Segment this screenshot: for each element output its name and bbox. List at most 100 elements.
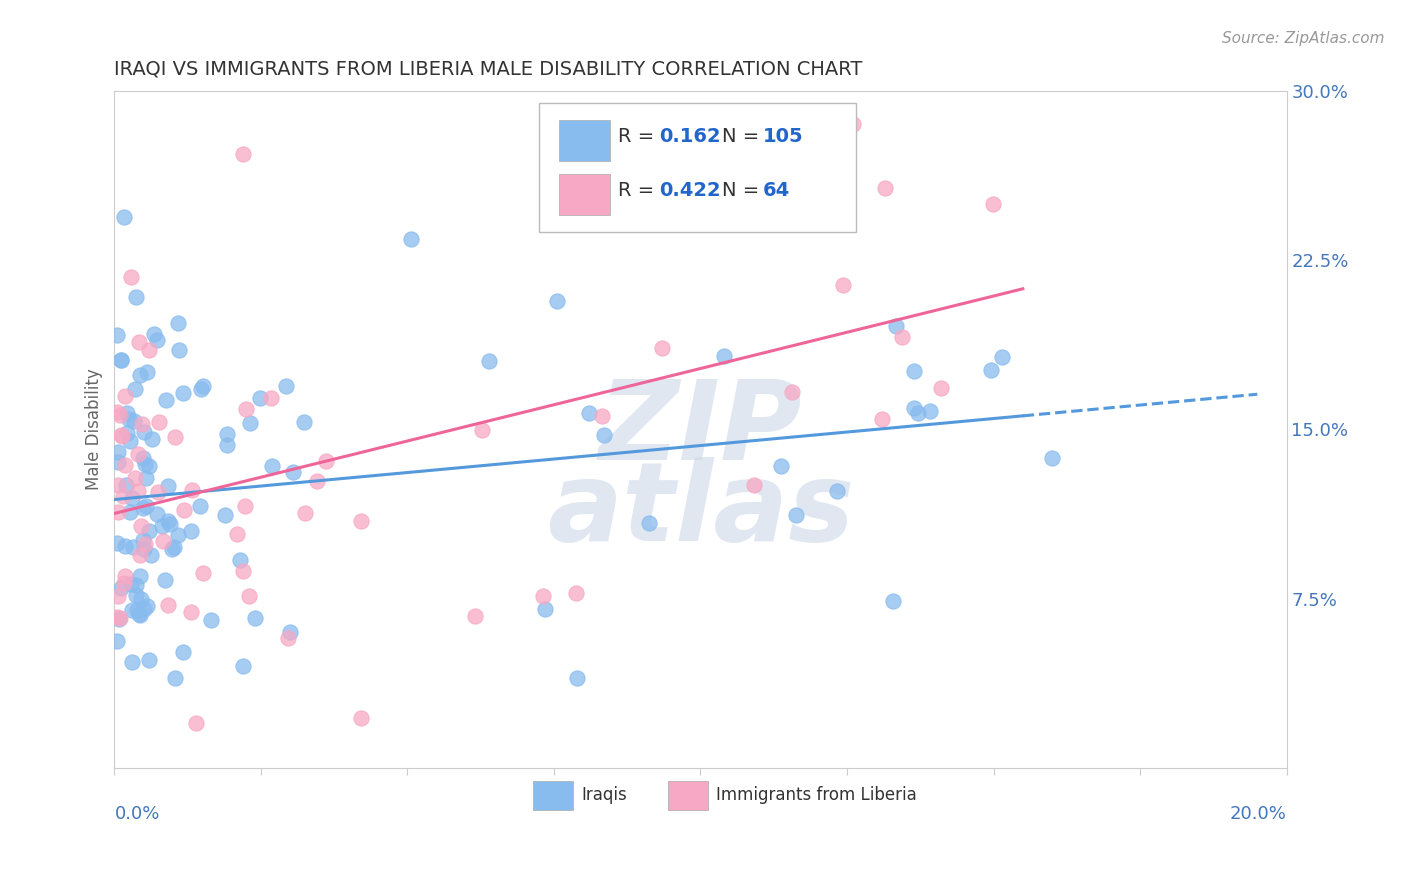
Text: R =: R = [619, 127, 661, 146]
Point [118, 412, 141, 426]
Point [163, 430, 186, 444]
Point [131, 591, 153, 606]
Point [742, 478, 765, 492]
Point [108, 408, 131, 422]
Point [131, 417, 153, 431]
FancyBboxPatch shape [668, 780, 707, 810]
Point [127, 447, 149, 461]
Point [145, 333, 167, 347]
Point [105, 535, 128, 549]
Point [534, 602, 557, 616]
Point [981, 196, 1004, 211]
Point [124, 382, 146, 396]
Point [114, 539, 136, 553]
Point [131, 451, 153, 466]
Point [980, 363, 1002, 377]
Point [132, 542, 155, 557]
Point [110, 581, 132, 595]
Point [238, 589, 260, 603]
Point [769, 458, 792, 473]
Point [929, 381, 952, 395]
Point [903, 364, 925, 378]
Y-axis label: Male Disability: Male Disability [86, 368, 103, 491]
Point [832, 277, 855, 292]
Point [565, 671, 588, 685]
FancyBboxPatch shape [558, 120, 610, 161]
Point [564, 585, 586, 599]
Point [107, 444, 129, 458]
Point [146, 484, 169, 499]
Point [134, 601, 156, 615]
Point [215, 426, 238, 441]
Point [125, 577, 148, 591]
Text: 0.0%: 0.0% [114, 805, 160, 823]
Point [350, 514, 373, 528]
Point [146, 507, 169, 521]
Text: 105: 105 [762, 127, 803, 146]
Point [349, 711, 371, 725]
Text: atlas: atlas [547, 458, 855, 564]
FancyBboxPatch shape [533, 780, 572, 810]
Point [166, 316, 188, 330]
Point [190, 382, 212, 396]
Point [108, 610, 131, 624]
Point [111, 489, 134, 503]
Point [110, 429, 132, 443]
Point [153, 574, 176, 588]
Point [163, 671, 186, 685]
Point [131, 533, 153, 547]
Point [125, 603, 148, 617]
Point [110, 353, 132, 368]
Point [135, 499, 157, 513]
Point [107, 477, 129, 491]
Point [713, 349, 735, 363]
Point [136, 365, 159, 379]
Point [1040, 450, 1063, 465]
Point [139, 548, 162, 562]
Point [107, 504, 129, 518]
Point [239, 417, 262, 431]
Point [129, 548, 152, 562]
Point [115, 426, 138, 441]
Text: 20.0%: 20.0% [1230, 805, 1286, 823]
Point [180, 483, 202, 497]
Point [163, 541, 186, 555]
Point [141, 433, 163, 447]
Text: 0.162: 0.162 [659, 127, 721, 146]
Point [180, 605, 202, 619]
Point [156, 598, 179, 612]
FancyBboxPatch shape [558, 174, 610, 215]
Point [124, 471, 146, 485]
Point [105, 327, 128, 342]
Point [121, 540, 143, 554]
Text: N =: N = [721, 181, 765, 200]
Point [172, 645, 194, 659]
Point [870, 412, 893, 426]
Point [134, 457, 156, 471]
Point [260, 391, 283, 405]
Point [283, 465, 305, 479]
Point [105, 634, 128, 648]
Point [217, 437, 239, 451]
Point [129, 568, 152, 582]
Point [112, 576, 135, 591]
Point [785, 508, 807, 522]
Text: 64: 64 [762, 181, 790, 200]
Point [169, 343, 191, 357]
Point [138, 524, 160, 539]
Point [107, 589, 129, 603]
Point [188, 499, 211, 513]
Point [842, 117, 865, 131]
Point [232, 565, 254, 579]
Point [543, 112, 565, 126]
Point [129, 368, 152, 382]
Point [167, 528, 190, 542]
Point [659, 152, 682, 166]
Text: 0.422: 0.422 [659, 181, 721, 200]
Point [278, 625, 301, 640]
Point [592, 428, 614, 442]
Point [156, 514, 179, 528]
Point [128, 607, 150, 621]
Point [114, 478, 136, 492]
Point [173, 503, 195, 517]
